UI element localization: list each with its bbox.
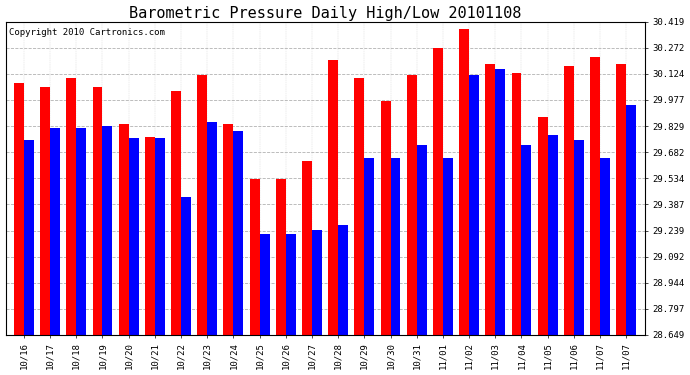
Bar xyxy=(155,138,165,335)
Bar xyxy=(485,64,495,335)
Bar xyxy=(391,158,400,335)
Bar xyxy=(207,122,217,335)
Bar xyxy=(433,48,443,335)
Bar xyxy=(128,138,139,335)
Bar xyxy=(364,158,374,335)
Bar xyxy=(600,158,610,335)
Bar xyxy=(50,128,60,335)
Bar xyxy=(92,87,102,335)
Bar xyxy=(40,87,50,335)
Bar xyxy=(181,197,191,335)
Bar xyxy=(469,75,479,335)
Bar xyxy=(381,101,391,335)
Bar xyxy=(590,57,600,335)
Bar xyxy=(77,128,86,335)
Bar xyxy=(548,135,558,335)
Bar xyxy=(145,136,155,335)
Bar xyxy=(443,158,453,335)
Bar xyxy=(24,140,34,335)
Bar xyxy=(511,73,522,335)
Bar xyxy=(338,225,348,335)
Bar xyxy=(66,78,77,335)
Bar xyxy=(286,234,296,335)
Bar xyxy=(312,230,322,335)
Bar xyxy=(328,60,338,335)
Text: Copyright 2010 Cartronics.com: Copyright 2010 Cartronics.com xyxy=(9,28,165,37)
Bar xyxy=(250,179,259,335)
Bar xyxy=(197,75,207,335)
Bar xyxy=(459,28,469,335)
Bar xyxy=(417,146,426,335)
Bar xyxy=(233,131,244,335)
Bar xyxy=(564,66,574,335)
Bar xyxy=(302,161,312,335)
Bar xyxy=(171,90,181,335)
Bar xyxy=(355,78,364,335)
Bar xyxy=(495,69,505,335)
Bar xyxy=(407,75,417,335)
Bar xyxy=(14,84,24,335)
Bar xyxy=(102,126,112,335)
Bar xyxy=(627,105,636,335)
Bar xyxy=(522,146,531,335)
Bar xyxy=(276,179,286,335)
Bar xyxy=(259,234,270,335)
Bar xyxy=(616,64,627,335)
Bar xyxy=(538,117,548,335)
Bar xyxy=(119,124,128,335)
Title: Barometric Pressure Daily High/Low 20101108: Barometric Pressure Daily High/Low 20101… xyxy=(129,6,521,21)
Bar xyxy=(574,140,584,335)
Bar xyxy=(224,124,233,335)
